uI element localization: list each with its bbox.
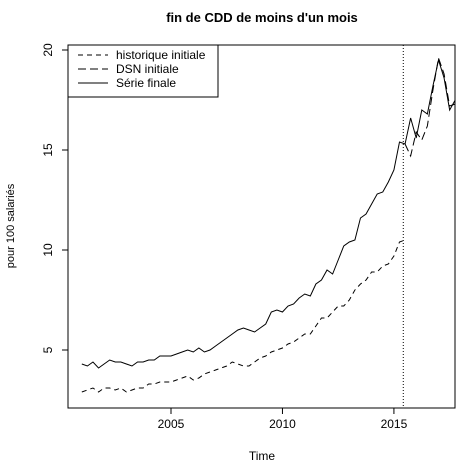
legend-box — [67, 44, 219, 98]
y-axis-label: pour 100 salariés — [5, 183, 17, 268]
series-line — [81, 239, 406, 393]
legend-label: DSN initiale — [116, 62, 179, 76]
series-line — [81, 58, 456, 369]
y-tick-label: 10 — [41, 243, 55, 257]
x-axis-label: Time — [249, 449, 276, 463]
y-tick-label: 15 — [41, 143, 55, 157]
x-tick-label: 2005 — [158, 417, 185, 431]
legend-label: Série finale — [116, 76, 176, 90]
x-tick-label: 2015 — [381, 417, 408, 431]
legend-label: historique initiale — [116, 48, 206, 62]
y-tick-label: 5 — [41, 346, 55, 353]
series-line — [404, 56, 456, 158]
y-tick-label: 20 — [41, 43, 55, 57]
x-tick-label: 2010 — [269, 417, 296, 431]
chart-title: fin de CDD de moins d'un mois — [166, 10, 358, 25]
plot-frame — [67, 44, 456, 409]
